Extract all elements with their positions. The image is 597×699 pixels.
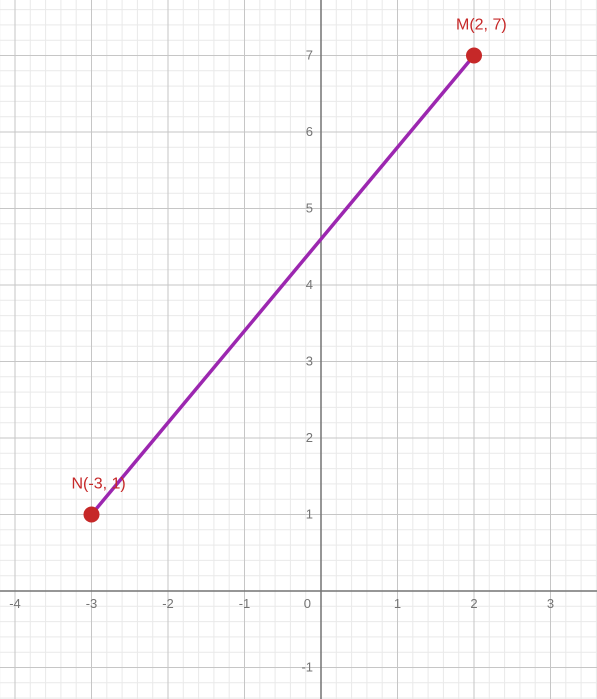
svg-text:-1: -1 (239, 596, 251, 611)
svg-text:2: 2 (470, 596, 477, 611)
svg-text:2: 2 (306, 430, 313, 445)
svg-text:1: 1 (394, 596, 401, 611)
svg-text:3: 3 (547, 596, 554, 611)
svg-text:6: 6 (306, 124, 313, 139)
svg-text:4: 4 (306, 277, 313, 292)
svg-text:-2: -2 (162, 596, 174, 611)
point-label-M: M(2, 7) (456, 17, 507, 34)
coordinate-graph: -4-3-2-10123-112345678M(2, 7)N(-3, 1) (0, 0, 597, 699)
svg-text:5: 5 (306, 201, 313, 216)
svg-text:3: 3 (306, 354, 313, 369)
svg-text:7: 7 (306, 48, 313, 63)
point-N (84, 507, 100, 523)
point-label-N: N(-3, 1) (72, 476, 126, 493)
svg-text:1: 1 (306, 507, 313, 522)
chart-svg: -4-3-2-10123-112345678M(2, 7)N(-3, 1) (0, 0, 597, 699)
svg-text:-1: -1 (301, 660, 313, 675)
svg-text:0: 0 (304, 596, 311, 611)
svg-text:-4: -4 (9, 596, 21, 611)
point-M (466, 48, 482, 64)
svg-text:-3: -3 (86, 596, 98, 611)
